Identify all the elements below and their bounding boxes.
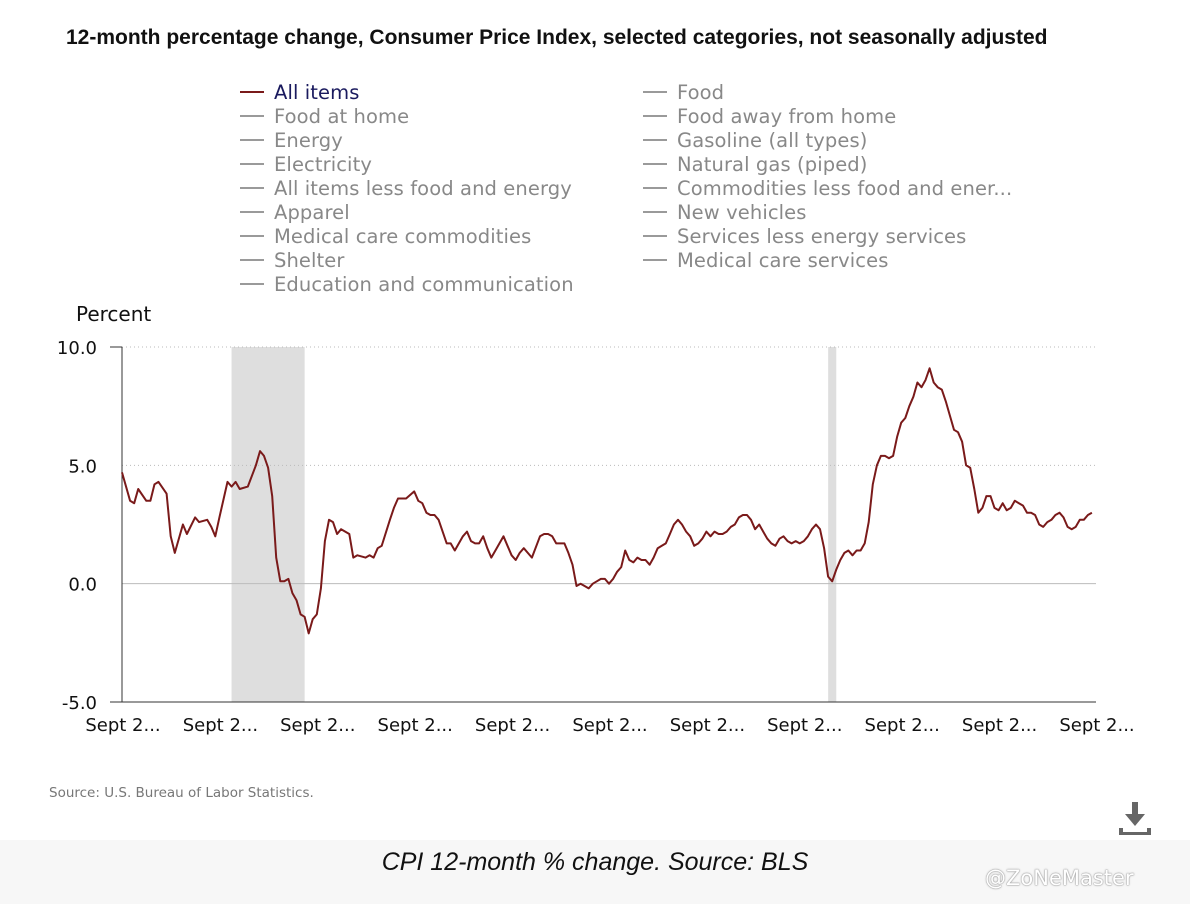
- legend-item-electricity[interactable]: Electricity: [240, 153, 372, 177]
- chart-title: 12-month percentage change, Consumer Pri…: [66, 26, 1048, 49]
- legend-line-icon: [643, 90, 667, 93]
- legend-item-medical-care-services[interactable]: Medical care services: [643, 249, 888, 273]
- watermark: @ZoNeMaster: [985, 866, 1134, 890]
- legend-line-icon: [643, 210, 667, 213]
- legend-item-energy[interactable]: Energy: [240, 129, 343, 153]
- legend-item-natural-gas[interactable]: Natural gas (piped): [643, 153, 867, 177]
- legend-item-medical-care-commodities[interactable]: Medical care commodities: [240, 225, 531, 249]
- recession-band: [828, 347, 837, 702]
- legend-line-icon: [240, 210, 264, 213]
- legend-line-icon: [240, 90, 264, 93]
- legend-line-icon: [643, 138, 667, 141]
- legend-line-icon: [240, 162, 264, 165]
- x-tick-label: Sept 2...: [767, 715, 842, 736]
- x-tick-label: Sept 2...: [280, 715, 355, 736]
- legend-line-icon: [643, 114, 667, 117]
- legend-item-education-communication[interactable]: Education and communication: [240, 273, 574, 297]
- legend-item-food-away-from-home[interactable]: Food away from home: [643, 105, 896, 129]
- legend-line-icon: [240, 186, 264, 189]
- legend-item-gasoline[interactable]: Gasoline (all types): [643, 129, 867, 153]
- caption-band: [0, 840, 1190, 904]
- legend-item-commodities-less-food-energy[interactable]: Commodities less food and ener...: [643, 177, 1012, 201]
- legend-line-icon: [240, 282, 264, 285]
- y-tick-label: 5.0: [68, 456, 97, 477]
- legend-line-icon: [240, 138, 264, 141]
- x-tick-label: Sept 2...: [475, 715, 550, 736]
- legend-line-icon: [643, 258, 667, 261]
- legend-line-icon: [643, 234, 667, 237]
- recession-band: [231, 347, 305, 702]
- x-tick-label: Sept 2...: [85, 715, 160, 736]
- figure-caption: CPI 12-month % change. Source: BLS: [381, 848, 809, 876]
- y-axis-label: Percent: [76, 302, 151, 326]
- legend-item-food-at-home[interactable]: Food at home: [240, 105, 409, 129]
- legend-line-icon: [643, 186, 667, 189]
- legend-item-new-vehicles[interactable]: New vehicles: [643, 201, 807, 225]
- legend-line-icon: [240, 234, 264, 237]
- legend-item-services-less-energy[interactable]: Services less energy services: [643, 225, 966, 249]
- line-chart: 10.0 5.0 0.0 -5.0 Sept 2... Sept 2... Sept 2.…: [57, 302, 1135, 736]
- y-tick-label: 0.0: [68, 575, 97, 596]
- legend-item-all-items[interactable]: All items: [240, 81, 360, 105]
- series-line-all-items: [121, 367, 1093, 635]
- y-tick-label: 10.0: [57, 338, 97, 359]
- legend-line-icon: [240, 114, 264, 117]
- source-note: Source: U.S. Bureau of Labor Statistics.: [49, 785, 314, 801]
- legend-item-all-items-less-food-energy[interactable]: All items less food and energy: [240, 177, 572, 201]
- download-icon: [1119, 802, 1151, 835]
- legend-item-food[interactable]: Food: [643, 81, 724, 105]
- x-tick-label: Sept 2...: [962, 715, 1037, 736]
- x-tick-label: Sept 2...: [670, 715, 745, 736]
- download-button[interactable]: [1116, 800, 1156, 840]
- legend-item-shelter[interactable]: Shelter: [240, 249, 345, 273]
- legend-line-icon: [240, 258, 264, 261]
- legend-line-icon: [643, 162, 667, 165]
- chart-card: 12-month percentage change, Consumer Pri…: [49, 26, 1156, 840]
- x-tick-label: Sept 2...: [572, 715, 647, 736]
- legend-item-apparel[interactable]: Apparel: [240, 201, 350, 225]
- y-tick-label: -5.0: [62, 693, 97, 714]
- x-tick-label: Sept 2...: [183, 715, 258, 736]
- x-tick-label: Sept 2...: [1059, 715, 1134, 736]
- x-tick-label: Sept 2...: [865, 715, 940, 736]
- x-tick-label: Sept 2...: [378, 715, 453, 736]
